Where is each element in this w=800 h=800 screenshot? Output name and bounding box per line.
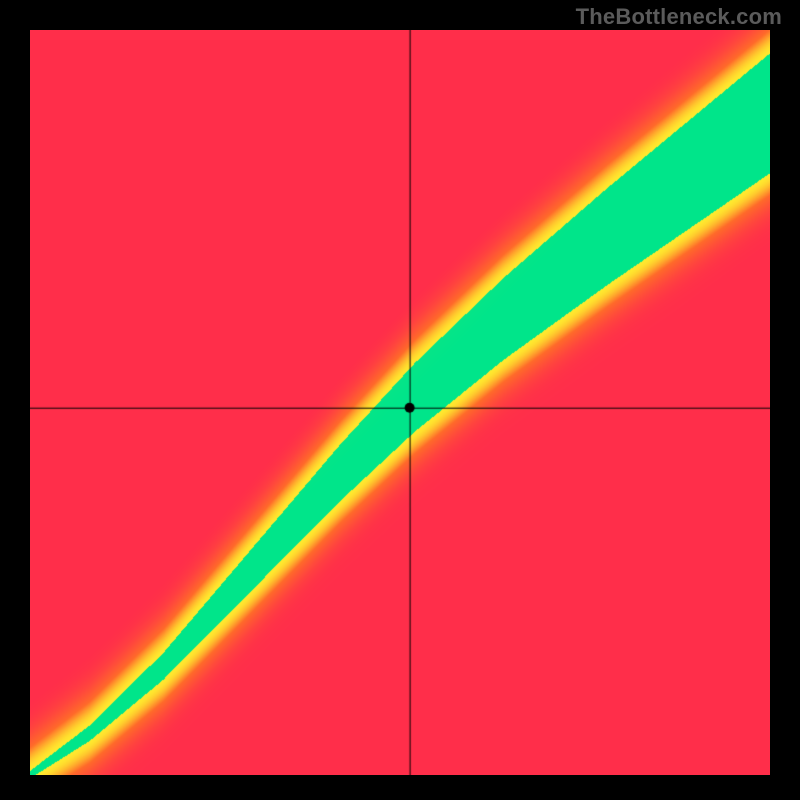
chart-container: { "watermark": "TheBottleneck.com", "can…	[0, 0, 800, 800]
bottleneck-heatmap	[30, 30, 770, 775]
watermark-text: TheBottleneck.com	[576, 4, 782, 30]
